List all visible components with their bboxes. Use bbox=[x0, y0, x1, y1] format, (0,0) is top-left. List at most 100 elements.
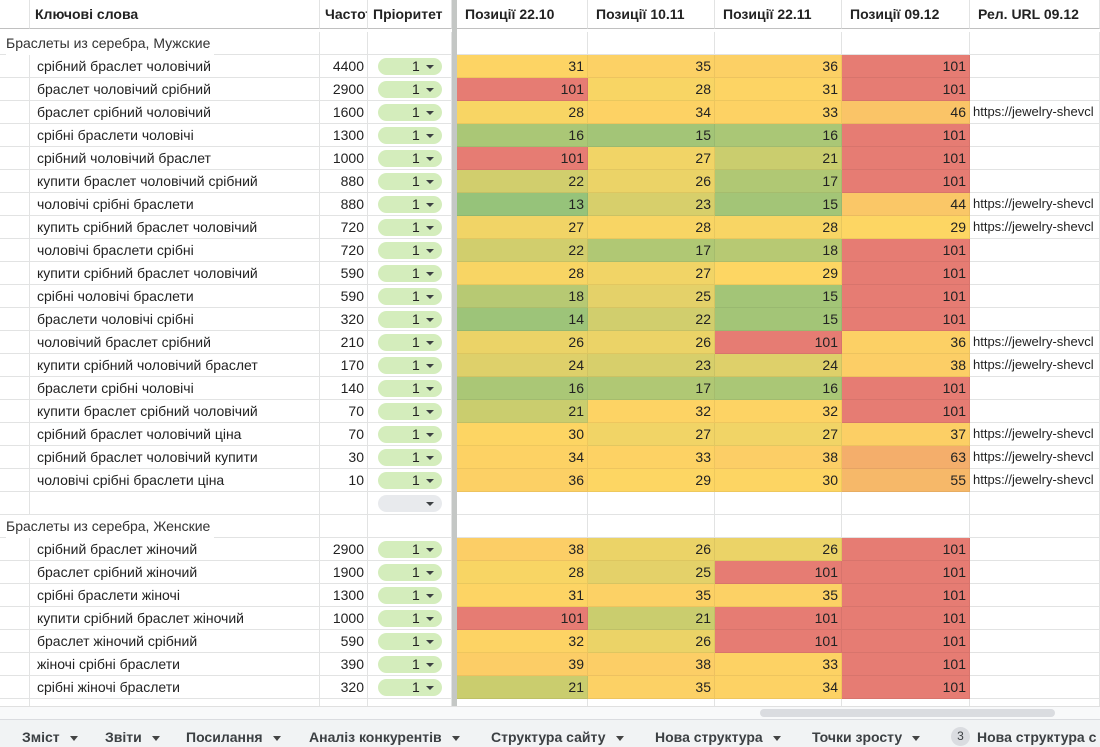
dropdown-arrow bbox=[426, 318, 434, 322]
priority: 1 bbox=[412, 311, 420, 327]
grid: Ключові словаЧастотаПріоритетПозиції 22.… bbox=[0, 0, 1100, 706]
url[interactable]: https://jewelry-shevcl bbox=[970, 331, 1100, 354]
position: 28 bbox=[588, 78, 715, 101]
empty-cell bbox=[368, 492, 452, 515]
priority-dropdown[interactable]: 1 bbox=[378, 587, 442, 604]
priority-dropdown[interactable]: 1 bbox=[378, 403, 442, 420]
priority-dropdown[interactable]: 1 bbox=[378, 265, 442, 282]
sheet-tab[interactable]: Нова структура с bbox=[977, 729, 1096, 745]
priority-cell bbox=[368, 354, 452, 377]
row-cell bbox=[0, 124, 30, 147]
tab-bar: Зміст Звіти Посилання Аналіз конкурентів Стр… bbox=[0, 719, 1100, 747]
row-cell bbox=[0, 423, 30, 446]
dropdown-arrow bbox=[426, 686, 434, 690]
position: 26 bbox=[588, 630, 715, 653]
empty-cell bbox=[30, 492, 320, 515]
priority: 1 bbox=[412, 150, 420, 166]
priority-dropdown[interactable] bbox=[378, 495, 442, 512]
priority-dropdown[interactable]: 1 bbox=[378, 426, 442, 443]
empty-cell bbox=[970, 561, 1100, 584]
priority-cell bbox=[368, 538, 452, 561]
priority-dropdown[interactable]: 1 bbox=[378, 219, 442, 236]
priority-dropdown[interactable]: 1 bbox=[378, 81, 442, 98]
priority-dropdown[interactable]: 1 bbox=[378, 656, 442, 673]
priority-dropdown[interactable]: 1 bbox=[378, 357, 442, 374]
priority: 1 bbox=[412, 288, 420, 304]
url[interactable]: https://jewelry-shevcl bbox=[970, 101, 1100, 124]
position: 33 bbox=[715, 101, 842, 124]
sheet-tab[interactable]: Зміст bbox=[22, 729, 78, 745]
priority-dropdown[interactable]: 1 bbox=[378, 633, 442, 650]
position: 31 bbox=[457, 55, 588, 78]
empty-cell bbox=[970, 400, 1100, 423]
position: 101 bbox=[842, 170, 970, 193]
sheet-tab[interactable]: Звіти bbox=[105, 729, 160, 745]
priority-dropdown[interactable]: 1 bbox=[378, 610, 442, 627]
row-cell bbox=[0, 216, 30, 239]
scrollbar[interactable] bbox=[760, 709, 1055, 717]
tab-label: Зміст bbox=[22, 729, 60, 745]
position: 101 bbox=[842, 653, 970, 676]
position: 38 bbox=[842, 354, 970, 377]
priority-dropdown[interactable]: 1 bbox=[378, 679, 442, 696]
dropdown-arrow bbox=[426, 249, 434, 253]
position: 101 bbox=[842, 607, 970, 630]
priority-dropdown[interactable]: 1 bbox=[378, 104, 442, 121]
column-header: Рел. URL 09.12 bbox=[970, 0, 1100, 29]
priority-dropdown[interactable]: 1 bbox=[378, 564, 442, 581]
position: 22 bbox=[588, 308, 715, 331]
position: 33 bbox=[715, 653, 842, 676]
priority: 1 bbox=[412, 219, 420, 235]
url[interactable]: https://jewelry-shevcl bbox=[970, 469, 1100, 492]
empty-cell bbox=[970, 78, 1100, 101]
priority-dropdown[interactable]: 1 bbox=[378, 311, 442, 328]
empty-cell bbox=[715, 32, 842, 55]
url[interactable]: https://jewelry-shevcl bbox=[970, 193, 1100, 216]
priority-dropdown[interactable]: 1 bbox=[378, 288, 442, 305]
empty-cell bbox=[970, 699, 1100, 706]
url[interactable]: https://jewelry-shevcl bbox=[970, 446, 1100, 469]
empty-cell bbox=[588, 492, 715, 515]
position: 38 bbox=[715, 446, 842, 469]
frequency: 1600 bbox=[320, 101, 368, 124]
priority-dropdown[interactable]: 1 bbox=[378, 242, 442, 259]
keyword: купити браслет чоловічий срібний bbox=[30, 170, 320, 193]
position: 101 bbox=[842, 630, 970, 653]
sheet-tab[interactable]: Структура сайту bbox=[491, 729, 624, 745]
priority-dropdown[interactable]: 1 bbox=[378, 334, 442, 351]
position: 101 bbox=[842, 676, 970, 699]
priority-dropdown[interactable]: 1 bbox=[378, 58, 442, 75]
priority-dropdown[interactable]: 1 bbox=[378, 173, 442, 190]
priority-cell bbox=[368, 285, 452, 308]
row-cell bbox=[0, 193, 30, 216]
sheet-tab[interactable]: Точки зросту bbox=[812, 729, 921, 745]
position: 17 bbox=[588, 239, 715, 262]
frequency: 210 bbox=[320, 331, 368, 354]
frequency: 2900 bbox=[320, 78, 368, 101]
sheet-tab[interactable]: Посилання bbox=[186, 729, 281, 745]
column-header: Ключові слова bbox=[30, 0, 320, 29]
tab-label: Нова структура с bbox=[977, 729, 1097, 745]
empty-cell bbox=[320, 699, 368, 706]
position: 16 bbox=[715, 124, 842, 147]
url[interactable]: https://jewelry-shevcl bbox=[970, 354, 1100, 377]
priority-dropdown[interactable]: 1 bbox=[378, 541, 442, 558]
priority-dropdown[interactable]: 1 bbox=[378, 127, 442, 144]
priority-dropdown[interactable]: 1 bbox=[378, 472, 442, 489]
position: 26 bbox=[588, 170, 715, 193]
sheet-tab[interactable]: Нова структура bbox=[655, 729, 781, 745]
priority-dropdown[interactable]: 1 bbox=[378, 380, 442, 397]
sheet-tab[interactable]: Аналіз конкурентів bbox=[309, 729, 460, 745]
position: 22 bbox=[457, 239, 588, 262]
position: 101 bbox=[715, 561, 842, 584]
priority-dropdown[interactable]: 1 bbox=[378, 449, 442, 466]
url[interactable]: https://jewelry-shevcl bbox=[970, 423, 1100, 446]
url[interactable]: https://jewelry-shevcl bbox=[970, 216, 1100, 239]
priority: 1 bbox=[412, 380, 420, 396]
column-header: Позиції 09.12 bbox=[842, 0, 970, 29]
priority-cell bbox=[368, 262, 452, 285]
priority-dropdown[interactable]: 1 bbox=[378, 150, 442, 167]
priority-dropdown[interactable]: 1 bbox=[378, 196, 442, 213]
position: 28 bbox=[457, 262, 588, 285]
row-cell bbox=[0, 676, 30, 699]
